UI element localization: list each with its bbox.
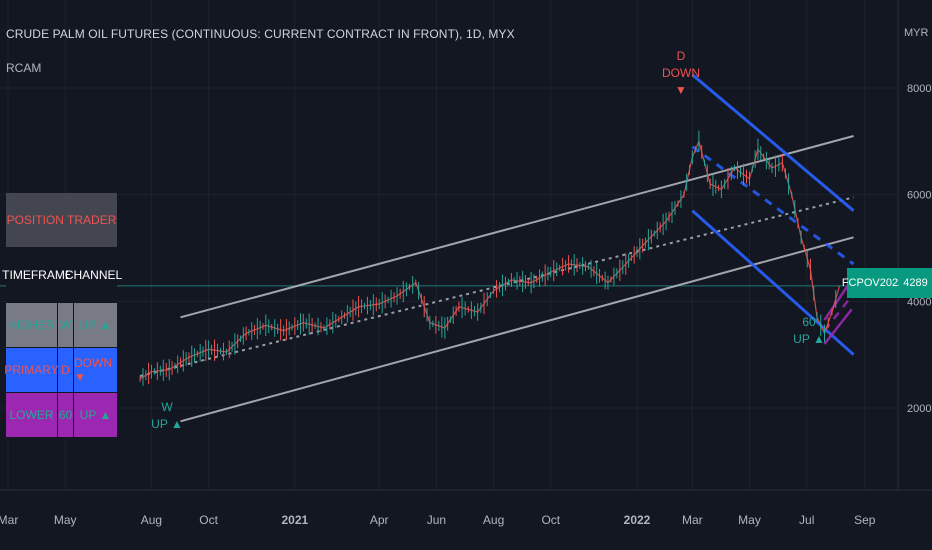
higher-direction: UP ▲ bbox=[74, 303, 117, 347]
signal-w-up: W UP ▲ bbox=[147, 399, 187, 433]
x-tick-label: Sep bbox=[854, 513, 876, 527]
x-tick-label: Mar bbox=[682, 513, 703, 527]
primary-timeframe: D bbox=[58, 348, 74, 392]
signal-w-dir: UP ▲ bbox=[151, 417, 183, 431]
y-tick-label: 8000 bbox=[907, 83, 931, 95]
signal-d-tf: D bbox=[676, 49, 686, 63]
symbol-price-label: FCPOV2022 bbox=[842, 268, 904, 298]
position-trader-table: POSITION TRADER TIMEFRAME CHANNEL HIGHER… bbox=[2, 193, 122, 438]
channels-layer bbox=[139, 73, 855, 423]
axes-layer: 2000 4000 6000 8000 Mar May Aug Oct 2021 Apr Jun Au… bbox=[0, 0, 932, 527]
lower-channel-middle bbox=[823, 295, 853, 332]
x-tick-label: Oct bbox=[541, 513, 560, 527]
last-price-tag: 4289 bbox=[899, 268, 932, 298]
x-tick-label: Jul bbox=[799, 513, 814, 527]
lower-channel-lower bbox=[823, 308, 853, 345]
x-tick-label: Jun bbox=[427, 513, 446, 527]
x-tick-label: May bbox=[738, 513, 761, 527]
primary-channel-lower bbox=[691, 209, 855, 356]
signal-w-tf: W bbox=[161, 400, 173, 414]
table-row-primary: PRIMARY D DOWN ▼ bbox=[4, 348, 117, 393]
table-header-row: TIMEFRAME CHANNEL bbox=[2, 248, 122, 303]
x-tick-label: Mar bbox=[0, 513, 18, 527]
x-tick-label: Oct bbox=[199, 513, 218, 527]
table-row-higher: HIGHER W UP ▲ bbox=[6, 303, 117, 348]
x-tick-label: May bbox=[54, 513, 77, 527]
header-timeframe: TIMEFRAME bbox=[2, 248, 73, 302]
table-title: POSITION TRADER bbox=[6, 193, 117, 247]
signal-60-tf: 60 bbox=[802, 315, 816, 329]
chart-title: CRUDE PALM OIL FUTURES (CONTINUOUS: CURR… bbox=[6, 27, 515, 41]
y-tick-label: 2000 bbox=[907, 403, 931, 415]
price-series-layer bbox=[139, 130, 841, 386]
primary-direction: DOWN ▼ bbox=[74, 348, 117, 392]
signal-60-up: 60 UP ▲ bbox=[789, 314, 829, 348]
signal-60-dir: UP ▲ bbox=[793, 332, 825, 346]
x-tick-label: Apr bbox=[370, 513, 389, 527]
primary-channel-upper bbox=[691, 73, 855, 212]
primary-level: PRIMARY bbox=[4, 348, 59, 392]
signal-d-dir: DOWN ▼ bbox=[662, 66, 700, 97]
grid-lines bbox=[0, 0, 898, 490]
x-tick-label: Aug bbox=[483, 513, 504, 527]
header-channel: CHANNEL bbox=[65, 248, 122, 302]
x-tick-label: Aug bbox=[141, 513, 162, 527]
lower-level: LOWER bbox=[6, 393, 58, 437]
higher-channel-lower bbox=[180, 236, 854, 423]
y-tick-label: 4000 bbox=[907, 296, 931, 308]
x-tick-label: 2022 bbox=[624, 513, 651, 527]
table-row-lower: LOWER 60 UP ▲ bbox=[6, 393, 117, 438]
primary-channel-middle bbox=[691, 145, 855, 266]
higher-channel-upper bbox=[180, 135, 854, 319]
x-tick-label: 2021 bbox=[282, 513, 309, 527]
signal-d-down: D DOWN ▼ bbox=[656, 48, 706, 99]
currency-label: MYR bbox=[904, 27, 929, 39]
table-title-row: POSITION TRADER bbox=[6, 193, 117, 248]
lower-timeframe: 60 bbox=[58, 393, 74, 437]
higher-timeframe: W bbox=[58, 303, 74, 347]
indicator-name[interactable]: RCAM bbox=[6, 61, 42, 75]
y-tick-label: 6000 bbox=[907, 190, 931, 202]
lower-direction: UP ▲ bbox=[74, 393, 117, 437]
higher-level: HIGHER bbox=[6, 303, 58, 347]
